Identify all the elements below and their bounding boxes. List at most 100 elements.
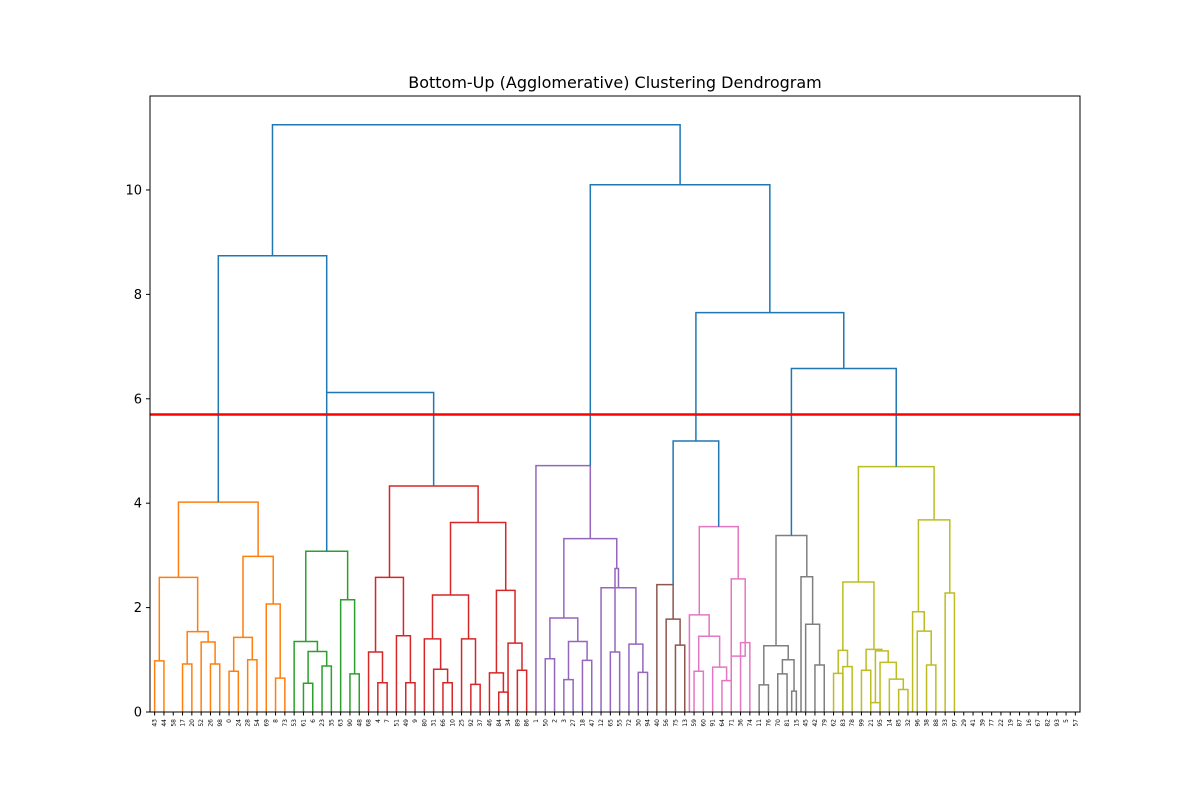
chart-title: Bottom-Up (Agglomerative) Clustering Den… — [408, 73, 822, 92]
leaf-label: 51 — [393, 719, 400, 727]
dendrogram-link-60 — [730, 578, 746, 657]
dendrogram-link-76 — [897, 688, 909, 712]
leaf-label: 54 — [254, 719, 261, 727]
dendrogram-link-56 — [697, 635, 721, 672]
leaf-label: 49 — [403, 719, 410, 727]
leaf-label: 59 — [691, 719, 698, 727]
dendrogram-link-28 — [470, 683, 481, 712]
dendrogram-link-82 — [925, 664, 937, 712]
dendrogram-link-34 — [507, 642, 523, 712]
leaf-label: 14 — [886, 719, 893, 727]
leaf-label: 31 — [431, 719, 438, 727]
leaf-label: 73 — [282, 719, 289, 727]
dendrogram-link-2 — [209, 663, 221, 712]
leaf-label: 15 — [793, 719, 800, 727]
leaf-label: 88 — [933, 719, 940, 727]
dendrogram-link-53 — [693, 670, 705, 712]
leaf-label: 83 — [840, 719, 847, 727]
dendrogram-link-83 — [916, 630, 932, 712]
leaf-label: 97 — [951, 719, 958, 727]
dendrogram-link-69 — [800, 576, 814, 712]
leaf-label: 94 — [645, 719, 652, 727]
leaf-label: 45 — [803, 719, 810, 727]
dendrogram-link-20 — [377, 682, 388, 712]
leaf-label: 7 — [384, 719, 391, 723]
dendrogram-link-30 — [431, 594, 470, 639]
leaf-label: 61 — [300, 719, 307, 727]
dendrogram-link-33 — [516, 669, 528, 712]
leaf-label: 64 — [719, 719, 726, 727]
leaf-label: 39 — [979, 719, 986, 727]
leaf-label: 19 — [1007, 719, 1014, 727]
dendrogram-link-15 — [307, 650, 328, 684]
dendrogram-link-13 — [302, 682, 314, 712]
leaf-label: 57 — [1072, 719, 1079, 727]
leaf-label: 69 — [263, 719, 270, 727]
dendrogram-link-71 — [832, 672, 844, 712]
leaf-label: 50 — [542, 719, 549, 727]
leaf-label: 0 — [226, 719, 233, 723]
dendrogram-link-22 — [405, 682, 416, 712]
dendrogram-link-45 — [628, 643, 644, 712]
dendrogram-link-0 — [153, 660, 165, 712]
dendrogram-link-87 — [857, 465, 935, 583]
dendrogram-link-14 — [321, 665, 333, 712]
dendrogram-link-48 — [563, 537, 618, 619]
axes-frame — [149, 95, 1081, 713]
leaf-label: 60 — [700, 719, 707, 727]
dendrogram-link-91 — [790, 367, 897, 536]
leaf-label: 18 — [579, 719, 586, 727]
dendrogram-link-62 — [758, 684, 770, 712]
leaf-label: 40 — [654, 719, 661, 727]
leaf-label: 32 — [905, 719, 912, 727]
leaf-label: 36 — [738, 719, 745, 727]
leaf-label: 68 — [366, 719, 373, 727]
leaf-label: 90 — [347, 719, 354, 727]
dendrogram-link-10 — [265, 603, 281, 712]
dendrogram-link-44 — [637, 671, 649, 712]
leaf-label: 99 — [858, 719, 865, 727]
dendrogram-link-31 — [498, 691, 509, 712]
leaf-label: 13 — [682, 719, 689, 727]
leaf-label: 10 — [449, 719, 456, 727]
leaf-label: 91 — [710, 719, 717, 727]
dendrogram-link-17 — [349, 673, 360, 712]
leaf-label: 35 — [328, 719, 335, 727]
leaf-label: 80 — [421, 719, 428, 727]
leaf-label: 33 — [942, 719, 949, 727]
leaf-label: 89 — [514, 719, 521, 727]
leaf-label: 84 — [496, 719, 503, 727]
leaf-label: 56 — [663, 719, 670, 727]
leaf-label: 71 — [728, 719, 735, 727]
dendrogram-link-68 — [804, 623, 821, 712]
dendrogram-link-93 — [589, 184, 771, 466]
leaf-label: 22 — [998, 719, 1005, 727]
y-tick-label: 0 — [134, 706, 142, 721]
dendrogram-link-65 — [781, 659, 795, 692]
leaf-label: 81 — [784, 719, 791, 727]
y-tick-label: 6 — [134, 392, 142, 407]
leaf-label: 34 — [505, 719, 512, 727]
dendrogram-link-50 — [674, 644, 686, 712]
leaf-label: 66 — [440, 719, 447, 727]
leaf-label: 92 — [468, 719, 475, 727]
dendrogram-link-40 — [581, 659, 593, 712]
dendrogram-link-54 — [721, 679, 732, 712]
leaf-label: 26 — [207, 719, 214, 727]
leaf-label: 8 — [273, 719, 280, 723]
dendrogram-link-92 — [695, 311, 845, 442]
dendrogram-link-85 — [944, 592, 956, 712]
leaf-label: 43 — [152, 719, 159, 727]
dendrogram-link-4 — [246, 659, 258, 712]
dendrogram-link-8 — [232, 636, 254, 672]
leaf-label: 63 — [338, 719, 345, 727]
dendrogram-link-43 — [609, 651, 621, 712]
dendrogram-link-25 — [442, 682, 453, 712]
dendrogram-link-24 — [374, 576, 405, 652]
dendrogram-link-94 — [271, 123, 681, 256]
dendrogram-link-6 — [186, 630, 209, 664]
leaf-label: 82 — [1044, 719, 1051, 727]
leaf-label: 53 — [291, 719, 298, 727]
leaf-label: 41 — [970, 719, 977, 727]
